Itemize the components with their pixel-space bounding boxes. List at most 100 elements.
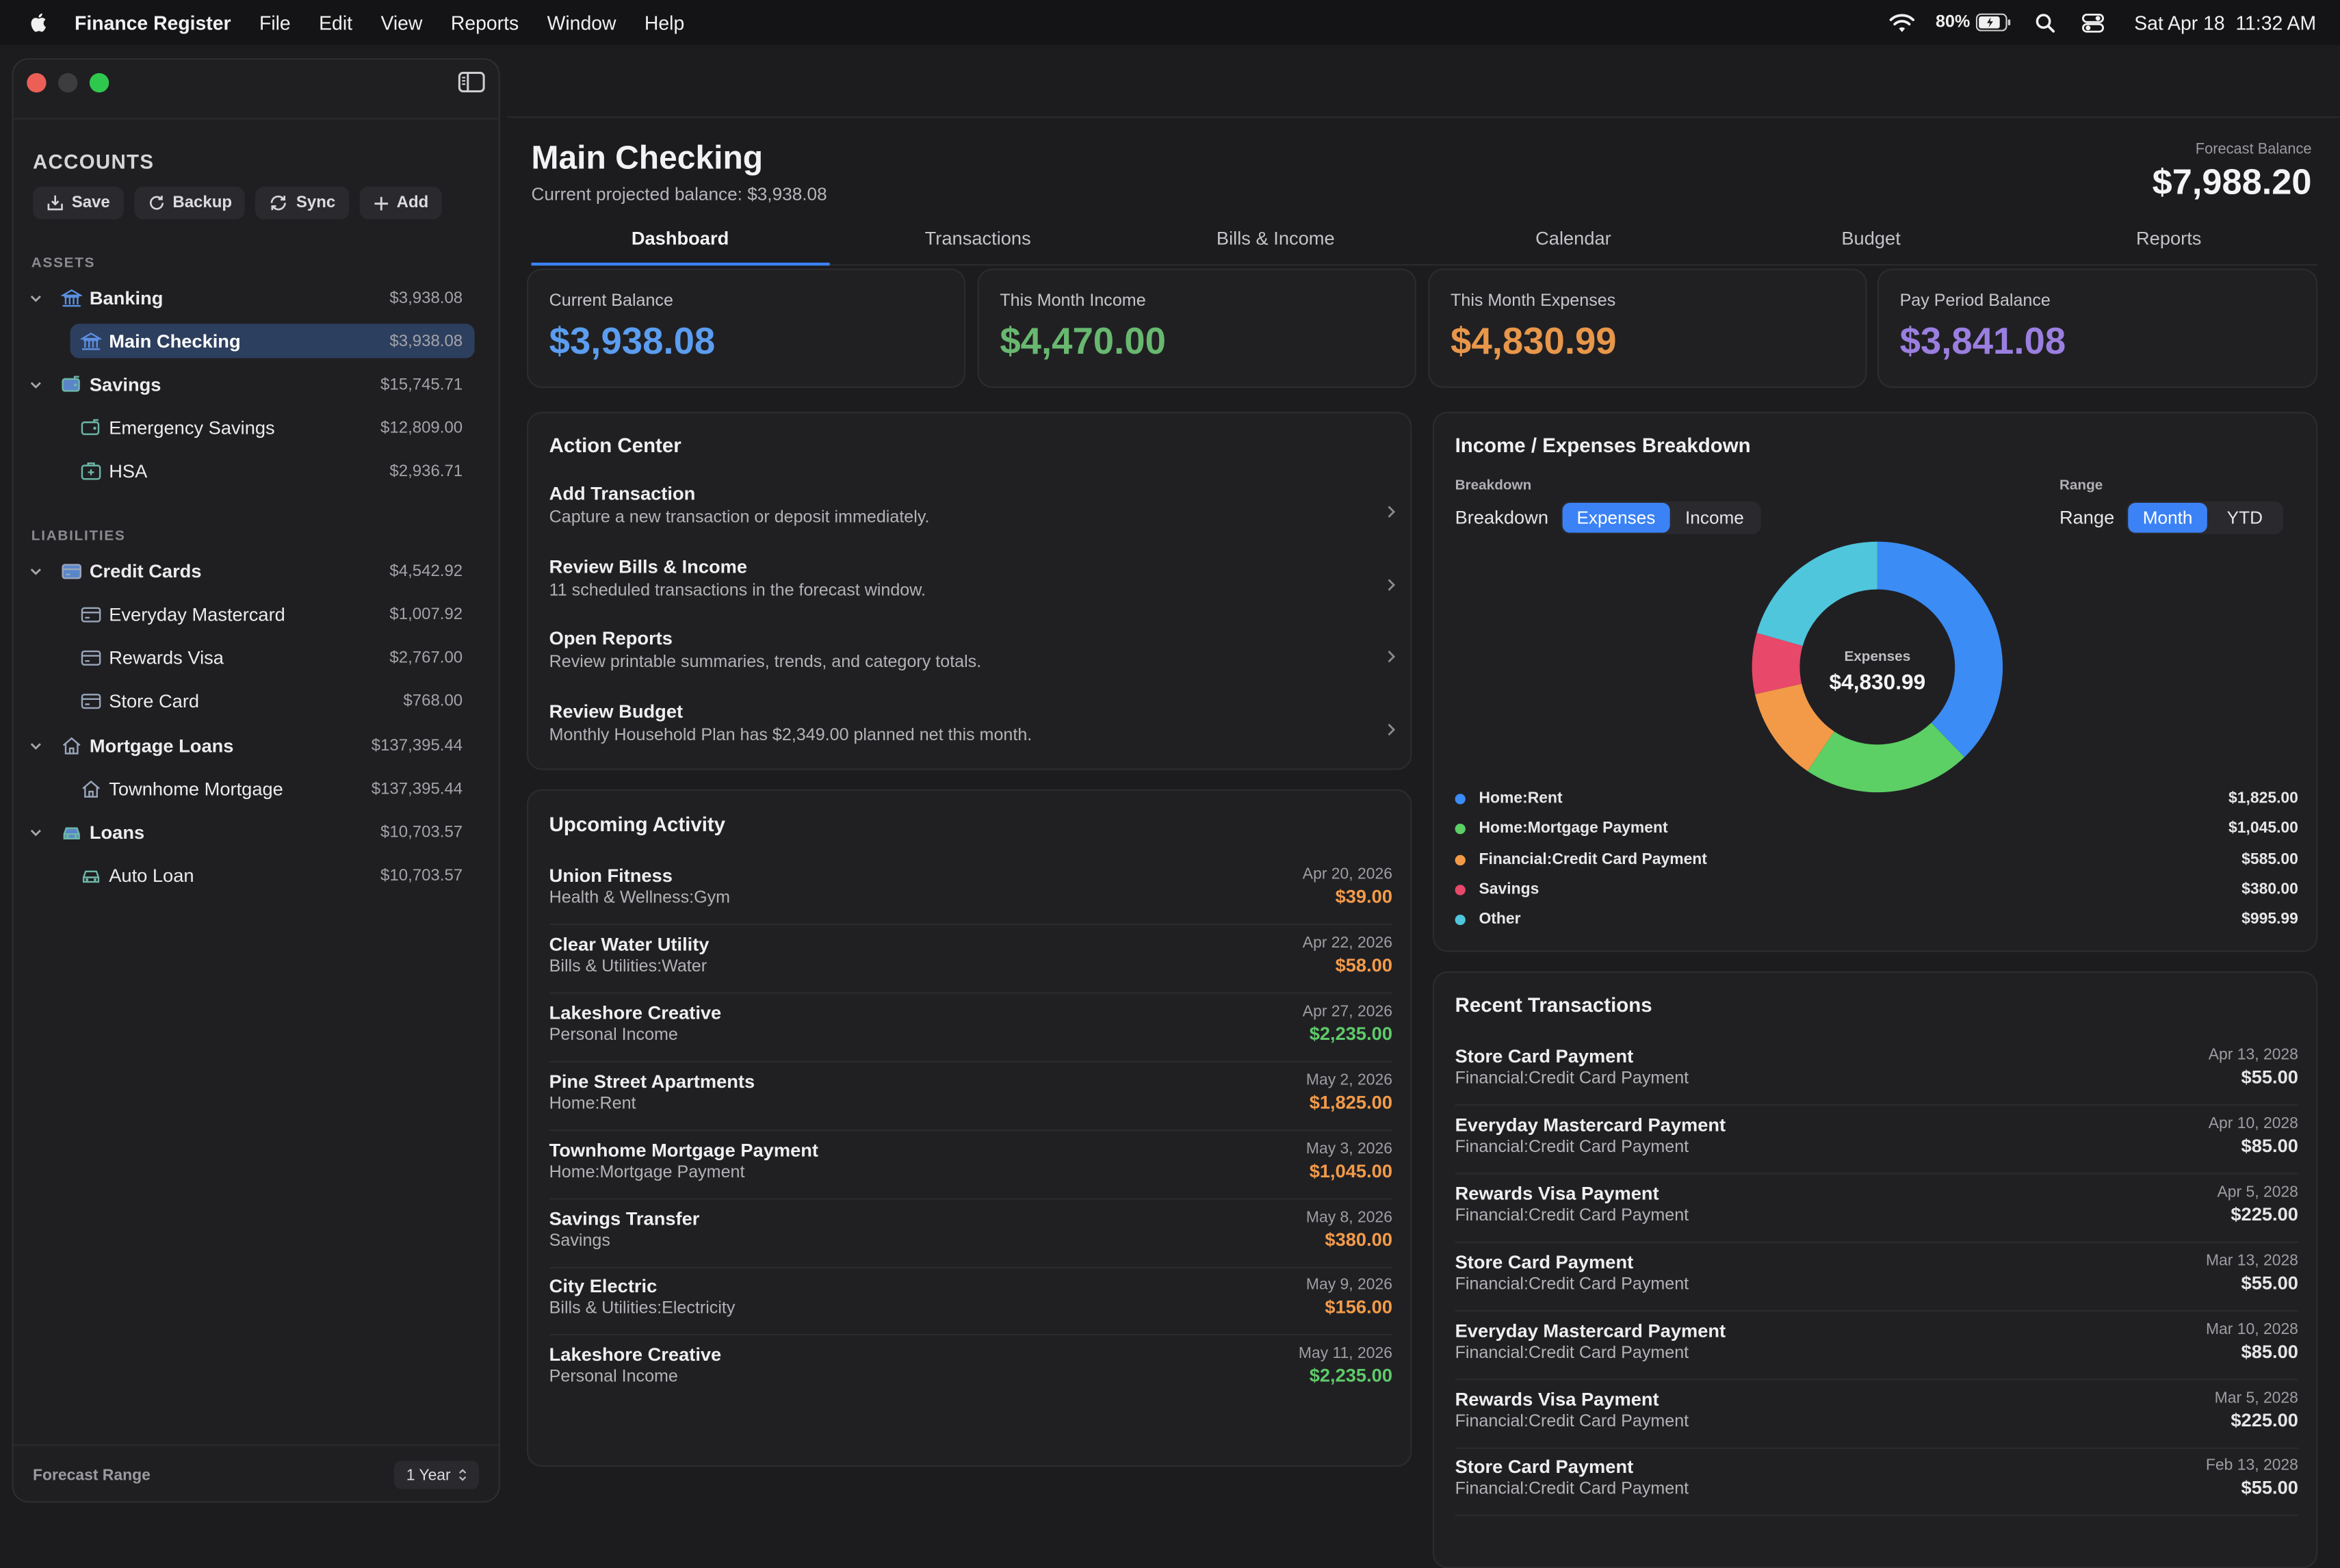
upcoming-row[interactable]: City Electric Bills & Utilities:Electrici…	[549, 1268, 1392, 1336]
range-caption: Range	[2059, 507, 2115, 529]
donut-slice-home-mortgage-payment[interactable]	[1807, 722, 1965, 793]
chevron-down-icon[interactable]	[28, 824, 43, 845]
breakdown-income-option[interactable]: Income	[1685, 507, 1744, 529]
amount: $380.00	[1325, 1229, 1392, 1250]
upcoming-row[interactable]: Union Fitness Health & Wellness:Gym Apr 20…	[549, 857, 1392, 926]
due-date: Apr 20, 2026	[1302, 865, 1392, 884]
sidebar-toggle-icon[interactable]	[458, 71, 485, 100]
sync-button[interactable]: Sync	[255, 186, 349, 220]
amount: $39.00	[1335, 886, 1392, 908]
wifi-icon[interactable]	[1889, 13, 1915, 32]
upcoming-row[interactable]: Clear Water Utility Bills & Utilities:Wat…	[549, 925, 1392, 994]
control-center-icon[interactable]	[2082, 12, 2105, 32]
transaction-row[interactable]: Store Card Payment Financial:Credit Card …	[1455, 1448, 2298, 1517]
account-group-row[interactable]: Banking $3,938.08	[14, 280, 499, 316]
account-group-row[interactable]: Credit Cards $4,542.92	[14, 553, 499, 589]
forecast-balance-label: Forecast Balance	[2195, 142, 2312, 159]
upcoming-row[interactable]: Townhome Mortgage Payment Home:Mortgage P…	[549, 1130, 1392, 1199]
spotlight-search-icon[interactable]	[2036, 13, 2055, 32]
car-icon	[81, 865, 102, 891]
account-row[interactable]: Townhome Mortgage $137,395.44	[14, 772, 499, 807]
transaction-row[interactable]: Everyday Mastercard Payment Financial:Cre…	[1455, 1106, 2298, 1175]
tab-bills-income[interactable]: Bills & Income	[1216, 228, 1335, 250]
chevron-down-icon[interactable]	[28, 289, 43, 311]
menu-edit[interactable]: Edit	[319, 11, 353, 34]
donut-slice-financial-credit-card-payment[interactable]	[1754, 683, 1834, 772]
account-group-row[interactable]: Loans $10,703.57	[14, 815, 499, 850]
chevron-down-icon[interactable]	[28, 376, 43, 397]
upcoming-row[interactable]: Lakeshore Creative Personal Income Apr 27,…	[549, 993, 1392, 1062]
action-item[interactable]: Review Budget Monthly Household Plan has …	[549, 701, 1397, 761]
menu-help[interactable]: Help	[644, 11, 685, 34]
zoom-window-button[interactable]	[89, 73, 109, 93]
car-icon	[61, 822, 82, 848]
action-item-description: Monthly Household Plan has $2,349.00 pla…	[549, 727, 1032, 745]
action-item-description: Capture a new transaction or deposit imm…	[549, 508, 930, 527]
breakdown-expenses-option[interactable]: Expenses	[1561, 503, 1671, 533]
backup-button-label: Backup	[172, 194, 233, 212]
transaction-row[interactable]: Rewards Visa Payment Financial:Credit Car…	[1455, 1174, 2298, 1243]
chevron-right-icon	[1385, 500, 1396, 527]
transaction-row[interactable]: Store Card Payment Financial:Credit Card …	[1455, 1242, 2298, 1311]
payee-name: Union Fitness	[549, 865, 673, 887]
close-window-button[interactable]	[27, 73, 47, 93]
menu-view[interactable]: View	[380, 11, 423, 34]
account-row[interactable]: Emergency Savings $12,809.00	[14, 410, 499, 446]
transaction-row[interactable]: Everyday Mastercard Payment Financial:Cre…	[1455, 1311, 2298, 1380]
upcoming-row[interactable]: Pine Street Apartments Home:Rent May 2, 20…	[549, 1062, 1392, 1131]
tab-dashboard[interactable]: Dashboard	[531, 216, 829, 266]
tab-reports[interactable]: Reports	[2135, 228, 2202, 250]
account-row[interactable]: Everyday Mastercard $1,007.92	[14, 597, 499, 632]
apple-logo-icon[interactable]	[27, 10, 51, 34]
transaction-row[interactable]: Store Card Payment Financial:Credit Card …	[1455, 1037, 2298, 1106]
upcoming-row[interactable]: Savings Transfer Savings May 8, 2026 $380.0…	[549, 1199, 1392, 1268]
account-row[interactable]: HSA $2,936.71	[14, 454, 499, 489]
legend-label: Other	[1479, 910, 1521, 929]
account-balance: $2,767.00	[389, 649, 463, 667]
tab-transactions[interactable]: Transactions	[924, 228, 1031, 250]
donut-slice-other[interactable]	[1756, 541, 1877, 646]
action-item[interactable]: Open Reports Review printable summaries, …	[549, 629, 1397, 688]
chevron-down-icon[interactable]	[28, 562, 43, 584]
upcoming-row[interactable]: Lakeshore Creative Personal Income May 11,…	[549, 1336, 1392, 1404]
range-month-option[interactable]: Month	[2127, 503, 2208, 533]
menu-file[interactable]: File	[259, 11, 291, 34]
legend-value: $995.99	[2241, 910, 2298, 929]
backup-button[interactable]: Backup	[133, 186, 246, 220]
add-account-button[interactable]: Add	[359, 186, 442, 220]
account-name: Credit Cards	[89, 561, 202, 582]
amount: $58.00	[1335, 954, 1392, 976]
menu-reports[interactable]: Reports	[450, 11, 519, 34]
donut-slice-home-rent[interactable]	[1877, 541, 2003, 757]
transaction-date: Apr 10, 2028	[2208, 1114, 2298, 1133]
account-row[interactable]: Store Card $768.00	[14, 683, 499, 719]
account-balance: $1,007.92	[389, 605, 463, 624]
action-item[interactable]: Review Bills & Income 11 scheduled transa…	[549, 556, 1397, 616]
tab-calendar[interactable]: Calendar	[1535, 228, 1611, 250]
save-button[interactable]: Save	[32, 186, 124, 220]
battery-icon[interactable]	[1976, 13, 2012, 31]
account-row[interactable]: Main Checking $3,938.08	[14, 324, 499, 359]
menu-clock[interactable]: Sat Apr 18 11:32 AM	[2134, 11, 2317, 34]
donut-slice-savings[interactable]	[1752, 633, 1803, 694]
account-row[interactable]: Auto Loan $10,703.57	[14, 858, 499, 893]
action-item[interactable]: Add Transaction Capture a new transaction…	[549, 484, 1397, 543]
donut-center-label: Expenses	[1844, 649, 1910, 664]
minimize-window-button[interactable]	[58, 73, 78, 93]
menu-app-name[interactable]: Finance Register	[75, 11, 231, 34]
breakdown-control: Breakdown Expenses Income	[1455, 501, 1760, 534]
account-group-row[interactable]: Savings $15,745.71	[14, 367, 499, 403]
transaction-row[interactable]: Rewards Visa Payment Financial:Credit Car…	[1455, 1379, 2298, 1448]
account-group-row[interactable]: Mortgage Loans $137,395.44	[14, 728, 499, 763]
account-row[interactable]: Rewards Visa $2,767.00	[14, 640, 499, 676]
menu-bar: Finance Register File Edit View Reports …	[0, 0, 2340, 45]
chevron-down-icon[interactable]	[28, 737, 43, 758]
range-ytd-option[interactable]: YTD	[2226, 507, 2263, 529]
forecast-range-select[interactable]: 1 Year	[394, 1461, 480, 1489]
due-date: May 11, 2026	[1298, 1344, 1392, 1363]
credit-card-icon	[81, 604, 102, 629]
menu-window[interactable]: Window	[547, 11, 616, 34]
legend-value: $380.00	[2241, 880, 2298, 898]
tab-budget[interactable]: Budget	[1841, 228, 1901, 250]
range-segmented-control: Month YTD	[2126, 501, 2284, 534]
